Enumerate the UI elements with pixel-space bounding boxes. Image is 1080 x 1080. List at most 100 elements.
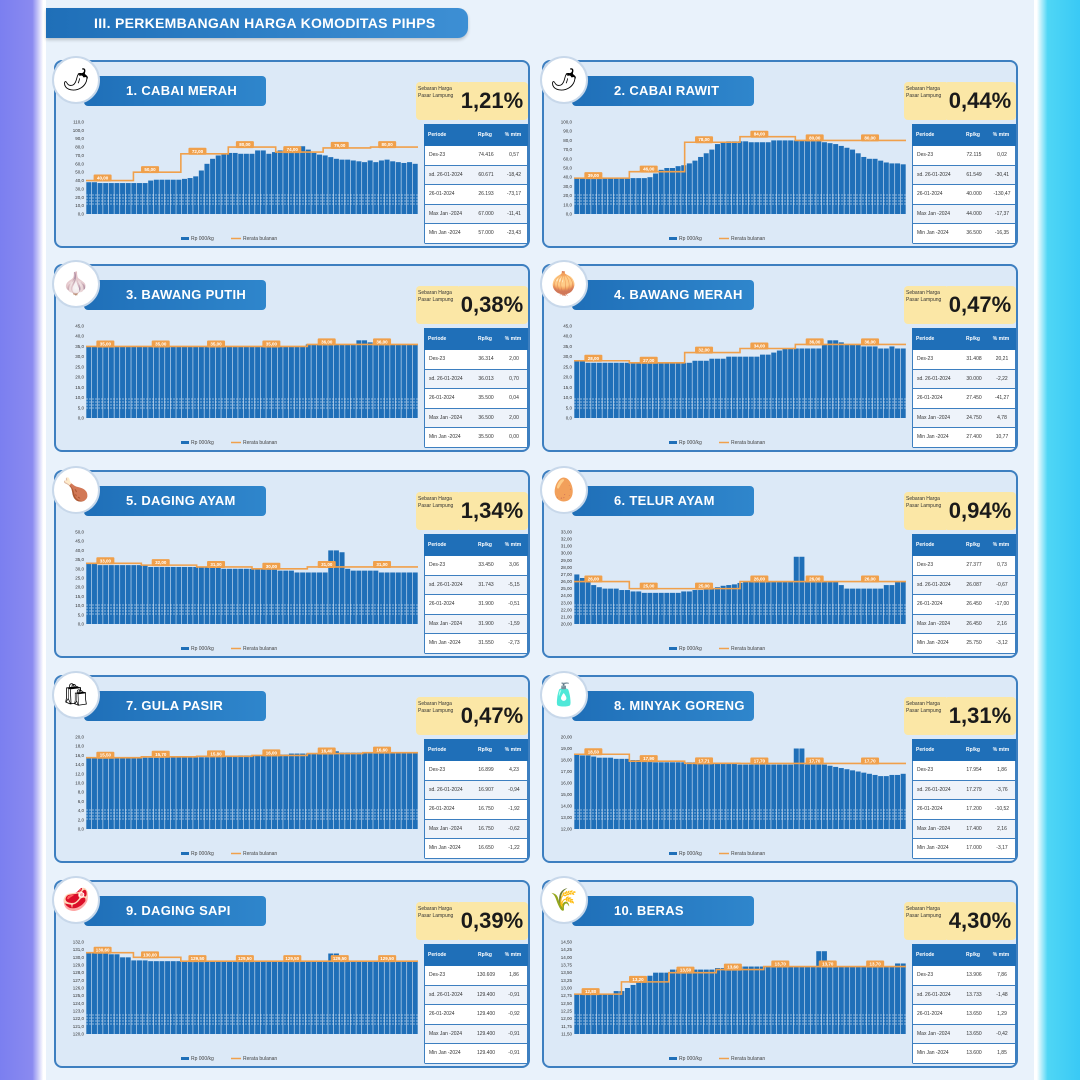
price-bar [709,763,715,829]
line-label-box [141,166,160,174]
line-label-box [805,134,824,142]
price-bar [277,754,283,829]
table-row: Max Jan -2024 26.450 2,16 [913,614,1015,634]
y-tick-label: 10,0 [563,395,572,400]
price-bar [776,140,782,214]
source-box-bg [416,902,458,940]
price-bar [114,757,120,829]
line-label: 78,00 [698,137,710,142]
price-bar [114,183,120,214]
table-cell: 31.900 [478,601,494,608]
price-bar [669,592,675,624]
price-bar [703,153,709,214]
price-bar [805,966,811,1034]
price-bar [827,581,833,624]
price-table: Periode Rp/kg % mtm Des-23 27.377 0,73 sd. 26-… [912,534,1016,654]
y-tick-label: 110,0 [73,120,84,125]
price-bar [895,348,901,418]
price-bar [97,346,103,418]
price-bar [204,163,210,214]
price-bar [816,951,822,1034]
price-chart: 120,0 121,0 122,0 123,0 124,0 125,0 126,0 127,0… [73,940,418,1062]
price-bar [148,180,154,214]
table-cell: 36.314 [478,356,494,363]
price-bar [131,960,137,1034]
price-bar [198,757,204,829]
price-bar [378,572,384,624]
price-bar [232,961,238,1034]
legend-bar-swatch [669,237,677,240]
price-bar [204,566,210,624]
table-cell: 26-01-2024 [429,191,455,198]
price-bar [838,966,844,1034]
line-label: 74,00 [287,147,299,152]
table-header-row: Periode Rp/kg % mtm [912,124,1016,146]
sugar-sack-icon: 🛍 [52,671,100,719]
price-bar [317,154,323,214]
price-bar [401,162,407,214]
price-bar [142,183,148,214]
price-bar [294,753,300,829]
price-bar [799,748,805,829]
y-tick-label: 30,00 [561,551,573,556]
y-tick-label: 25,0 [75,576,84,581]
line-label: 13,70 [822,962,834,967]
line-label: 46,00 [643,167,655,172]
legend-bar-label: Rp 000/kg [679,236,702,242]
table-row: Des-23 17.954 1,86 [913,761,1015,781]
table-cell: 26-01-2024 [917,191,943,198]
table-row: sd. 26-01-2024 36.013 0,70 [425,369,527,389]
y-tick-label: 13,50 [561,970,573,975]
price-bar [249,961,255,1034]
price-bar [159,346,165,418]
price-bar [300,146,306,214]
line-label: 40,00 [97,176,109,181]
line-label: 13,50 [680,968,692,973]
chili-icon: 🌶 [52,56,100,104]
y-tick-label: 60,0 [75,161,84,166]
price-bar [895,581,901,624]
line-label: 13,70 [775,962,787,967]
price-bar [866,346,872,418]
line-label: 34,00 [754,343,766,348]
price-bar [630,178,636,214]
table-cell: sd. 26-01-2024 [917,786,951,793]
price-bar [378,961,384,1034]
price-bar [624,178,630,214]
mtm-percentage: 0,38% [456,286,528,324]
table-cell: -0,51 [508,601,520,608]
legend-line-label: Rerata bulanan [731,646,765,652]
price-bar [731,141,737,214]
table-cell: Min Jan -2024 [917,1050,949,1057]
price-bar [883,776,889,829]
table-cell: -130,47 [993,191,1011,198]
price-bar [108,183,114,214]
legend-line-label: Rerata bulanan [243,236,277,242]
price-bar [850,770,856,829]
price-bar [737,764,743,829]
price-bar [703,360,709,418]
price-bar [647,362,653,418]
table-cell: 44.000 [966,210,982,217]
price-bar [602,757,608,829]
mtm-percentage: 1,34% [456,492,528,530]
price-bar [283,961,289,1034]
table-cell: sd. 26-01-2024 [917,581,951,588]
price-bar [187,566,193,624]
y-tick-label: 28,00 [561,565,573,570]
price-bar [833,144,839,214]
table-cell: 26.450 [966,620,982,627]
price-bar [407,961,413,1034]
table-cell: 16.750 [478,825,494,832]
price-bar [148,346,154,418]
price-bar [591,178,597,214]
table-cell: 24.750 [966,414,982,421]
table-cell: 3,06 [509,562,519,569]
line-label-box [283,955,302,963]
price-bar [602,588,608,624]
table-header-cell: % mtm [504,952,522,958]
price-bar [226,346,233,418]
price-bar [153,566,159,624]
line-label-box [639,356,658,364]
price-chart: 0,0 5,0 10,0 15,0 20,0 25,0 30,0 35,0 40,0 45,0 50… [75,530,418,652]
